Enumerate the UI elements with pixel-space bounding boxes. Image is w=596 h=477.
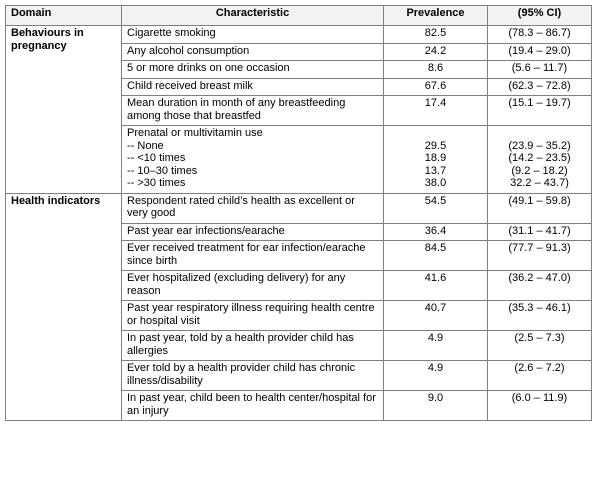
multivitamin-item-prevalence: 13.7 xyxy=(424,164,447,177)
table-row: Prenatal or multivitamin use -- None -- … xyxy=(6,125,592,194)
multivitamin-item-ci: 32.2 – 43.7) xyxy=(510,177,569,189)
prevalence-cell: 36.4 xyxy=(383,222,488,241)
ci-cell: (78.3 – 86.7) xyxy=(487,25,592,44)
characteristic-cell: In past year, told by a health provider … xyxy=(121,330,384,361)
ci-cell: (2.5 – 7.3) xyxy=(487,330,592,361)
ci-cell: (31.1 – 41.7) xyxy=(487,222,592,241)
multivitamin-title: Prenatal or multivitamin use xyxy=(127,127,263,139)
header-characteristic: Characteristic xyxy=(121,5,384,26)
table-row: Mean duration in month of any breastfeed… xyxy=(6,95,592,126)
multivitamin-item-prevalence: 18.9 xyxy=(424,152,447,164)
ci-cell: (15.1 – 19.7) xyxy=(487,95,592,126)
characteristic-cell: Child received breast milk xyxy=(121,77,384,96)
prevalence-table: Domain Characteristic Prevalence (95% CI… xyxy=(5,5,592,421)
table-row: Health indicators Respondent rated child… xyxy=(5,192,592,421)
table-row: Past year ear infections/earache 36.4 (3… xyxy=(6,222,592,241)
header-prevalence: Prevalence xyxy=(383,5,488,26)
characteristic-cell: Ever received treatment for ear infectio… xyxy=(121,240,384,271)
characteristic-cell: Prenatal or multivitamin use -- None -- … xyxy=(121,125,384,194)
multivitamin-item-prevalence: 38.0 xyxy=(424,177,447,189)
ci-cell: (62.3 – 72.8) xyxy=(487,77,592,96)
domain-cell: Health indicators xyxy=(5,192,122,421)
prevalence-cell: 4.9 xyxy=(383,360,488,391)
characteristic-cell: Respondent rated child’s health as excel… xyxy=(121,192,384,224)
characteristic-cell: Past year respiratory illness requiring … xyxy=(121,300,384,331)
header-row: Domain Characteristic Prevalence (95% CI… xyxy=(5,5,592,26)
multivitamin-item-label: -- <10 times xyxy=(127,152,186,164)
multivitamin-item-ci: (9.2 – 18.2) xyxy=(511,164,568,177)
characteristic-cell: Ever told by a health provider child has… xyxy=(121,360,384,391)
table-row: 5 or more drinks on one occasion 8.6 (5.… xyxy=(6,60,592,79)
header-ci: (95% CI) xyxy=(487,5,592,26)
prevalence-cell: 54.5 xyxy=(383,192,488,224)
prevalence-cell: 4.9 xyxy=(383,330,488,361)
prevalence-cell: 41.6 xyxy=(383,270,488,301)
ci-cell: (6.0 – 11.9) xyxy=(487,390,592,421)
prevalence-cell: 8.6 xyxy=(383,60,488,79)
prevalence-cell: 84.5 xyxy=(383,240,488,271)
table-row: In past year, child been to health cente… xyxy=(6,390,592,421)
ci-cell: (36.2 – 47.0) xyxy=(487,270,592,301)
ci-cell: (2.6 – 7.2) xyxy=(487,360,592,391)
prevalence-cell: 82.5 xyxy=(383,25,488,44)
table-row: Past year respiratory illness requiring … xyxy=(6,300,592,331)
prevalence-cell: 40.7 xyxy=(383,300,488,331)
multivitamin-item-prevalence: 29.5 xyxy=(424,139,447,152)
characteristic-cell: Any alcohol consumption xyxy=(121,42,384,61)
characteristic-cell: Ever hospitalized (excluding delivery) f… xyxy=(121,270,384,301)
multivitamin-item-label: -- 10–30 times xyxy=(127,164,198,177)
multivitamin-item-label: -- >30 times xyxy=(127,177,186,189)
characteristic-cell: Cigarette smoking xyxy=(121,25,384,44)
ci-cell: (49.1 – 59.8) xyxy=(487,192,592,224)
prevalence-cell: 17.4 xyxy=(383,95,488,126)
domain-cell: Behaviours in pregnancy xyxy=(5,25,122,194)
table-container: Domain Characteristic Prevalence (95% CI… xyxy=(5,5,592,421)
multivitamin-item-ci: (14.2 – 23.5) xyxy=(508,152,571,164)
ci-cell: (35.3 – 46.1) xyxy=(487,300,592,331)
ci-cell: (77.7 – 91.3) xyxy=(487,240,592,271)
table-row: Behaviours in pregnancy Cigarette smokin… xyxy=(5,25,592,194)
multivitamin-item-ci: (23.9 – 35.2) xyxy=(508,139,571,152)
multivitamin-item-label: -- None xyxy=(127,139,164,152)
prevalence-cell: 24.2 xyxy=(383,42,488,61)
characteristic-cell: Past year ear infections/earache xyxy=(121,222,384,241)
prevalence-cell: 67.6 xyxy=(383,77,488,96)
ci-cell: (19.4 – 29.0) xyxy=(487,42,592,61)
prevalence-cell: 9.0 xyxy=(383,390,488,421)
characteristic-cell: In past year, child been to health cente… xyxy=(121,390,384,421)
prevalence-cell: 29.5 18.9 13.7 38.0 xyxy=(383,125,488,194)
characteristic-cell: 5 or more drinks on one occasion xyxy=(121,60,384,79)
ci-cell: (23.9 – 35.2) (14.2 – 23.5) (9.2 – 18.2)… xyxy=(487,125,592,194)
table-row: Ever received treatment for ear infectio… xyxy=(6,240,592,271)
header-domain: Domain xyxy=(5,5,122,26)
characteristic-cell: Mean duration in month of any breastfeed… xyxy=(121,95,384,126)
ci-cell: (5.6 – 11.7) xyxy=(487,60,592,79)
